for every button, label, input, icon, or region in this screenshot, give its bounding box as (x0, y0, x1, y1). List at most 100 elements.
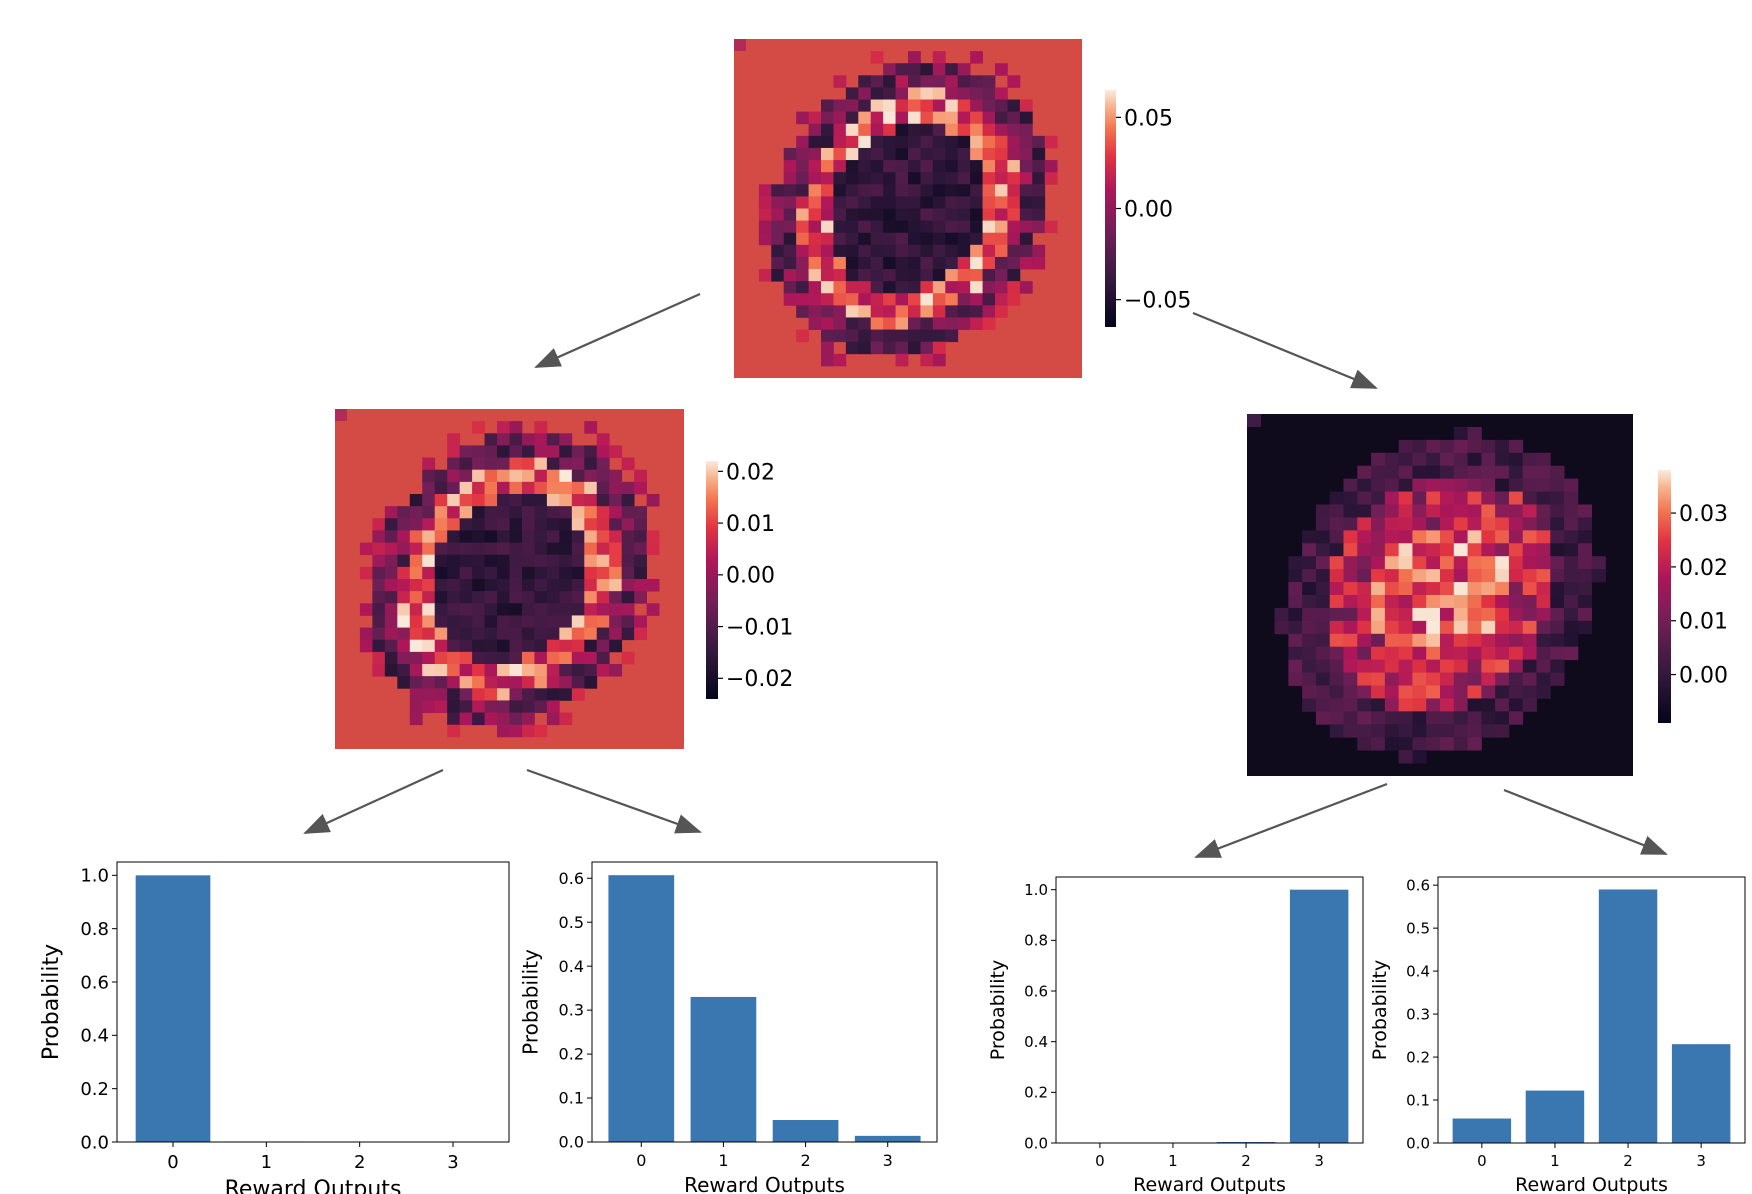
heatmap-pixel (1412, 465, 1427, 480)
heatmap-pixel (1315, 711, 1331, 725)
heatmap-pixel (870, 293, 884, 306)
heatmap-pixel (808, 160, 822, 173)
heatmap-pixel (1591, 556, 1606, 570)
heatmap-pixel (1302, 607, 1317, 622)
heatmap-pixel (484, 651, 498, 665)
heatmap-pixel (1302, 595, 1317, 609)
heatmap-pixel (571, 445, 585, 458)
heatmap-pixel (422, 639, 436, 653)
heatmap-pixel (920, 75, 934, 88)
heatmap-pixel (908, 329, 921, 343)
heatmap-pixel (858, 184, 872, 197)
heatmap-pixel (1426, 633, 1441, 648)
x-tick-label: 2 (1623, 1152, 1633, 1170)
heatmap-pixel (1440, 491, 1455, 505)
heatmap-pixel (434, 664, 448, 677)
heatmap-pixel (995, 293, 1008, 306)
heatmap-pixel (1371, 582, 1386, 596)
heatmap-pixel (957, 244, 971, 258)
heatmap-pixel (920, 317, 934, 330)
heatmap-pixel (1019, 160, 1033, 173)
heatmap-pixel (372, 542, 386, 556)
heatmap-pixel (1508, 478, 1524, 492)
heatmap-pixel (1440, 595, 1455, 609)
heatmap-pixel (783, 256, 797, 270)
heatmap-pixel (1426, 672, 1441, 686)
heatmap-pixel (908, 160, 921, 173)
y-tick-label: 0.6 (559, 869, 584, 888)
heatmap-pixel (945, 99, 959, 113)
heatmap-pixel (1481, 465, 1496, 480)
heatmap-pixel (559, 603, 573, 616)
bar-3 (1671, 1044, 1731, 1143)
heatmap-pixel (883, 341, 896, 355)
heatmap-pixel (982, 196, 996, 209)
heatmap-pixel (1412, 633, 1427, 648)
heatmap-pixel (945, 329, 959, 343)
heatmap-pixel (771, 244, 785, 258)
heatmap-pixel (1371, 646, 1386, 661)
heatmap-pixel (1522, 556, 1537, 570)
heatmap-pixel (534, 554, 548, 568)
heatmap-pixel (484, 591, 498, 604)
heatmap-pixel (821, 305, 834, 318)
heatmap-pixel (534, 481, 548, 495)
heatmap-pixel (497, 724, 510, 738)
y-tick-label: 0.2 (1024, 1084, 1048, 1102)
heatmap-pixel (484, 554, 498, 568)
heatmap-pixel (1453, 465, 1468, 480)
heatmap-pixel (1481, 530, 1496, 544)
heatmap-pixel (1481, 698, 1496, 712)
heatmap-pixel (472, 506, 485, 519)
heatmap-pixel (1453, 569, 1468, 583)
heatmap-pixel (1007, 293, 1021, 306)
heatmap-pixel (422, 603, 436, 616)
heatmap-pixel (372, 530, 386, 543)
heatmap-pixel (521, 579, 535, 592)
heatmap-pixel (472, 518, 485, 531)
heatmap-pixel (995, 111, 1008, 125)
heatmap-pixel (1426, 698, 1441, 712)
heatmap-pixel (472, 688, 485, 701)
heatmap-pixel (509, 712, 523, 726)
heatmap-pixel (1481, 478, 1496, 492)
heatmap-pixel (447, 651, 461, 665)
heatmap-pixel (559, 712, 573, 726)
heatmap-pixel (534, 664, 548, 677)
heatmap-pixel (845, 87, 859, 100)
heatmap-pixel (1384, 478, 1400, 492)
heatmap-pixel (870, 281, 884, 294)
heatmap-pixel (459, 554, 473, 568)
heatmap-pixel (422, 494, 436, 507)
heatmap-pixel (1007, 147, 1021, 161)
heatmap-pixel (920, 87, 934, 100)
heatmap-pixel (982, 208, 996, 222)
heatmap-pixel (1536, 633, 1551, 648)
heatmap-pixel (546, 518, 560, 531)
heatmap-pixel (472, 530, 485, 543)
heatmap-pixel (821, 281, 834, 294)
heatmap-pixel (609, 530, 623, 543)
heatmap-pixel (596, 591, 610, 604)
heatmap-pixel (808, 123, 822, 137)
heatmap-pixel (1508, 672, 1524, 686)
heatmap-pixel (1550, 659, 1565, 673)
heatmap-pixel (1495, 582, 1510, 596)
heatmap-pixel (796, 184, 809, 197)
heatmap-pixel (434, 615, 448, 628)
heatmap-pixel (1495, 504, 1510, 518)
heatmap-pixel (384, 506, 398, 519)
heatmap-pixel (1495, 672, 1510, 686)
heatmap-pixel (883, 184, 896, 197)
heatmap-pixel (1426, 465, 1441, 480)
heatmap-pixel (1453, 582, 1468, 596)
heatmap-pixel (359, 542, 373, 556)
heatmap-pixel (609, 506, 623, 519)
heatmap-pixel (1371, 659, 1386, 673)
heatmap-pixel (1384, 465, 1400, 480)
heatmap-pixel (1315, 698, 1331, 712)
heatmap-pixel (1522, 452, 1537, 467)
heatmap-pixel (908, 341, 921, 355)
y-tick-label: 1.0 (1024, 881, 1048, 899)
colorbar-left: 0.02 0.01 0.00 −0.01 −0.02 (706, 460, 793, 699)
